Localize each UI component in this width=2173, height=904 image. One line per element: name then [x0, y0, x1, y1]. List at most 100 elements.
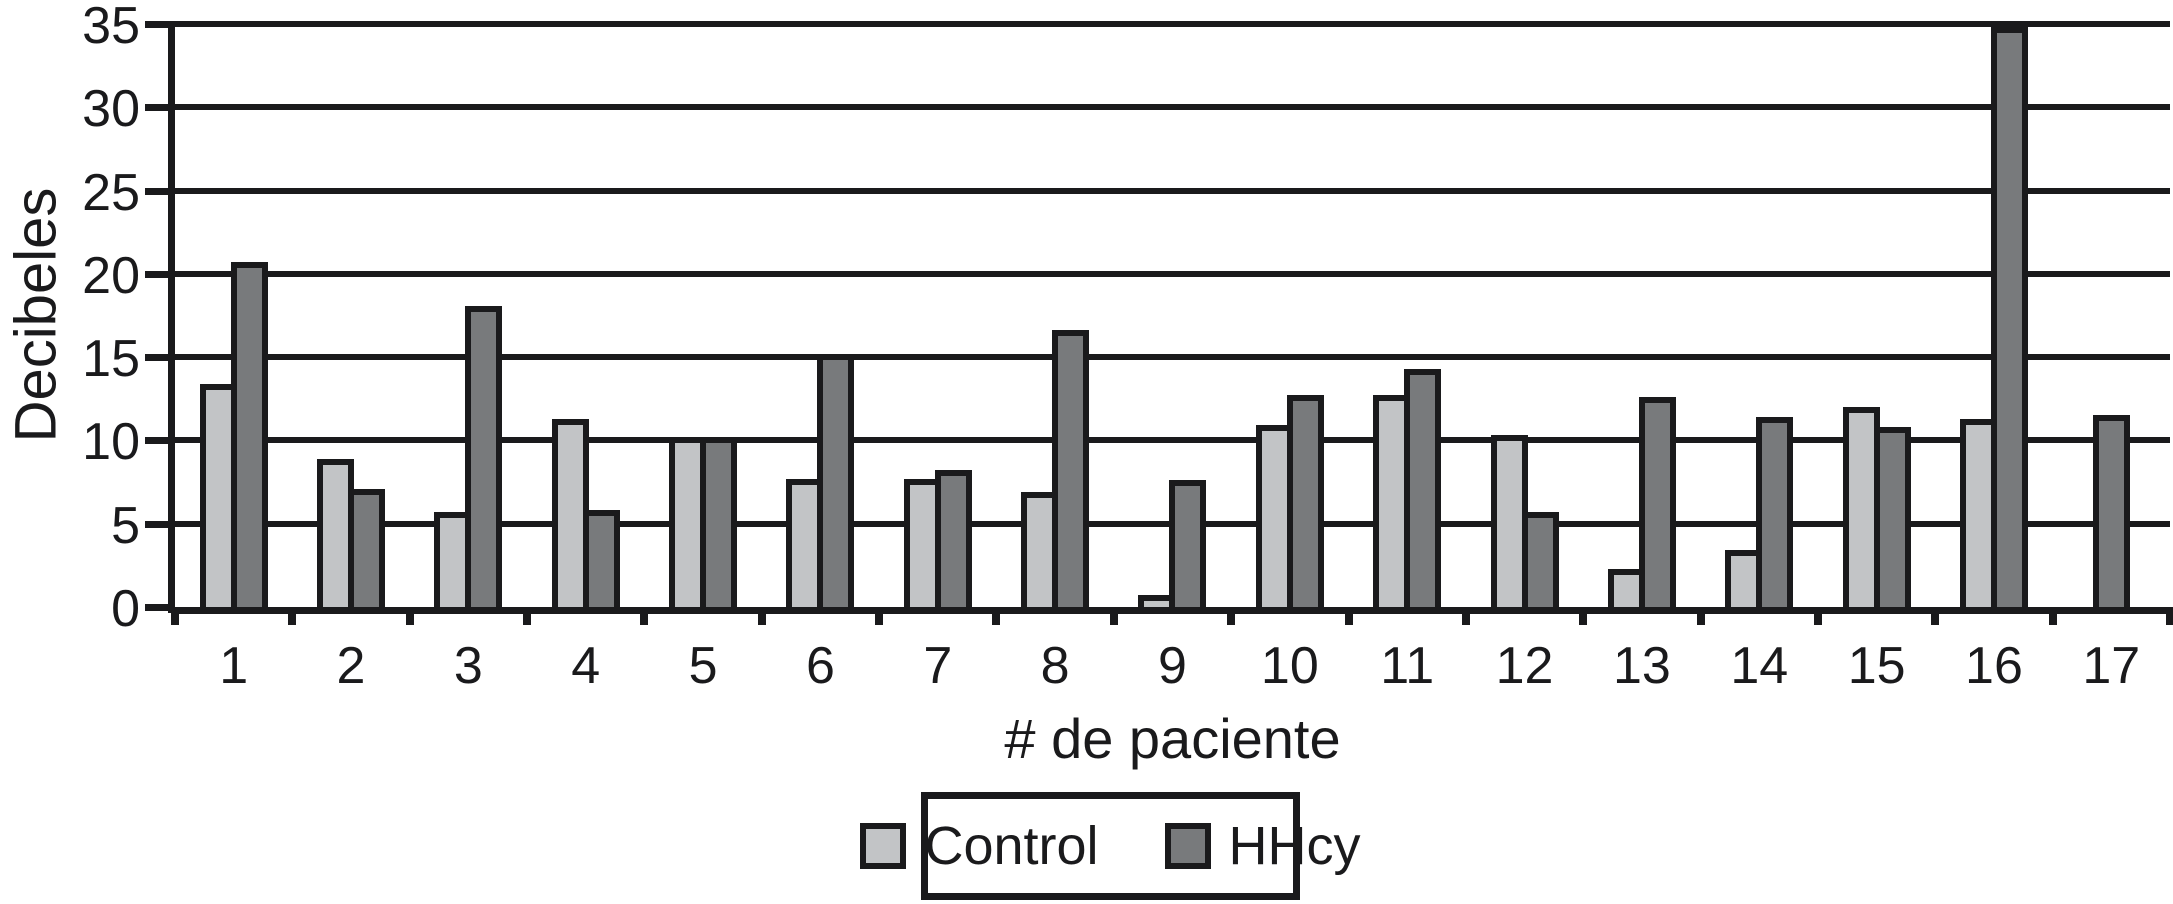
bar-hhcy-3 [465, 306, 503, 607]
y-tick-label-20: 20 [82, 246, 140, 305]
bar-group-16 [1935, 24, 2052, 607]
x-axis-line [175, 607, 2170, 614]
bar-hhcy-12 [1521, 512, 1559, 607]
x-tick-label-2: 2 [336, 637, 366, 695]
x-tick-label-10: 10 [1260, 637, 1319, 695]
bar-hhcy-13 [1638, 397, 1676, 607]
y-tick-label-35: 35 [82, 0, 140, 55]
bar-hhcy-9 [1169, 480, 1207, 607]
y-tick-25 [145, 187, 175, 195]
bar-group-17 [2053, 24, 2170, 607]
bar-hhcy-2 [348, 489, 386, 607]
x-tick-3 [523, 607, 531, 625]
bar-hhcy-8 [1052, 330, 1090, 607]
bar-group-12 [1466, 24, 1583, 607]
legend: Control HHcy [860, 792, 1361, 900]
y-tick-label-0: 0 [111, 580, 140, 638]
gridline-20 [175, 270, 2170, 277]
x-tick-1 [288, 607, 296, 625]
y-tick-20 [145, 270, 175, 278]
y-tick-10 [145, 437, 175, 445]
bar-group-3 [410, 24, 527, 607]
x-tick-10 [1345, 607, 1353, 625]
x-tick-5 [758, 607, 766, 625]
x-tick-label-6: 6 [805, 637, 835, 695]
x-tick-label-4: 4 [571, 637, 601, 695]
gridline-10 [175, 437, 2170, 444]
y-tick-5 [145, 520, 175, 528]
gridline-15 [175, 354, 2170, 361]
gridline-25 [175, 187, 2170, 194]
x-tick-15 [1931, 607, 1939, 625]
x-tick-17 [2166, 607, 2173, 625]
y-tick-35 [145, 21, 175, 28]
bar-group-11 [1349, 24, 1466, 607]
bar-hhcy-15 [1873, 427, 1911, 607]
bar-group-13 [1583, 24, 1700, 607]
plot-area [145, 21, 2173, 625]
x-tick-16 [2049, 607, 2057, 625]
bar-control-13 [1607, 569, 1645, 607]
x-tick-label-14: 14 [1730, 637, 1789, 695]
bar-hhcy-17 [2092, 415, 2130, 607]
bar-hhcy-4 [582, 510, 620, 607]
x-tick-label-8: 8 [1040, 637, 1070, 695]
y-axis-line [168, 24, 175, 613]
x-tick-label-5: 5 [688, 637, 718, 695]
x-tick-label-15: 15 [1847, 637, 1906, 695]
bar-group-7 [879, 24, 996, 607]
x-tick-12 [1579, 607, 1587, 625]
bar-hhcy-10 [1286, 395, 1324, 607]
x-tick-label-16: 16 [1965, 637, 2023, 695]
bar-group-2 [292, 24, 409, 607]
bar-group-10 [1231, 24, 1348, 607]
x-tick-6 [875, 607, 883, 625]
legend-label-hhcy: HHcy [1228, 816, 1361, 876]
x-tick-label-9: 9 [1158, 637, 1187, 695]
x-tick-0 [171, 607, 179, 625]
x-tick-8 [1110, 607, 1118, 625]
bar-group-6 [762, 24, 879, 607]
legend-label-control: Control [924, 816, 1099, 876]
x-tick-9 [1227, 607, 1235, 625]
x-axis-title: # de paciente [1004, 707, 1341, 770]
y-tick-15 [145, 354, 175, 362]
x-tick-label-17: 17 [2082, 637, 2141, 695]
bar-hhcy-6 [817, 354, 855, 607]
y-axis-title: Decibeles [3, 187, 69, 443]
gridline-35 [175, 21, 2170, 27]
x-tick-label-11: 11 [1380, 637, 1435, 695]
x-tick-label-12: 12 [1495, 637, 1554, 695]
x-tick-label-3: 3 [453, 637, 483, 695]
y-tick-label-10: 10 [82, 413, 140, 472]
y-tick-label-30: 30 [82, 80, 140, 139]
gridline-30 [175, 104, 2170, 111]
bar-hhcy-5 [700, 437, 738, 607]
bar-group-5 [644, 24, 761, 607]
y-tick-label-25: 25 [82, 163, 140, 222]
x-tick-13 [1697, 607, 1705, 625]
x-tick-label-7: 7 [923, 637, 953, 695]
bar-control-4 [551, 419, 589, 607]
x-tick-7 [992, 607, 1000, 625]
bar-hhcy-14 [1756, 417, 1794, 607]
bar-group-4 [527, 24, 644, 607]
bar-hhcy-7 [934, 470, 972, 607]
x-tick-14 [1814, 607, 1822, 625]
bar-hhcy-11 [1404, 369, 1442, 607]
bar-hhcy-16 [1990, 27, 2028, 607]
bar-control-5 [669, 437, 707, 607]
x-tick-label-13: 13 [1612, 637, 1671, 695]
y-tick-0 [145, 604, 175, 611]
x-tick-label-1: 1 [219, 637, 249, 695]
x-tick-4 [640, 607, 648, 625]
bar-group-14 [1701, 24, 1818, 607]
x-tick-11 [1462, 607, 1470, 625]
y-tick-30 [145, 104, 175, 112]
legend-swatch-hhcy [1164, 823, 1211, 869]
y-tick-label-15: 15 [82, 330, 140, 389]
bar-group-8 [996, 24, 1113, 607]
bar-group-9 [1114, 24, 1231, 607]
bar-group-15 [1818, 24, 1935, 607]
